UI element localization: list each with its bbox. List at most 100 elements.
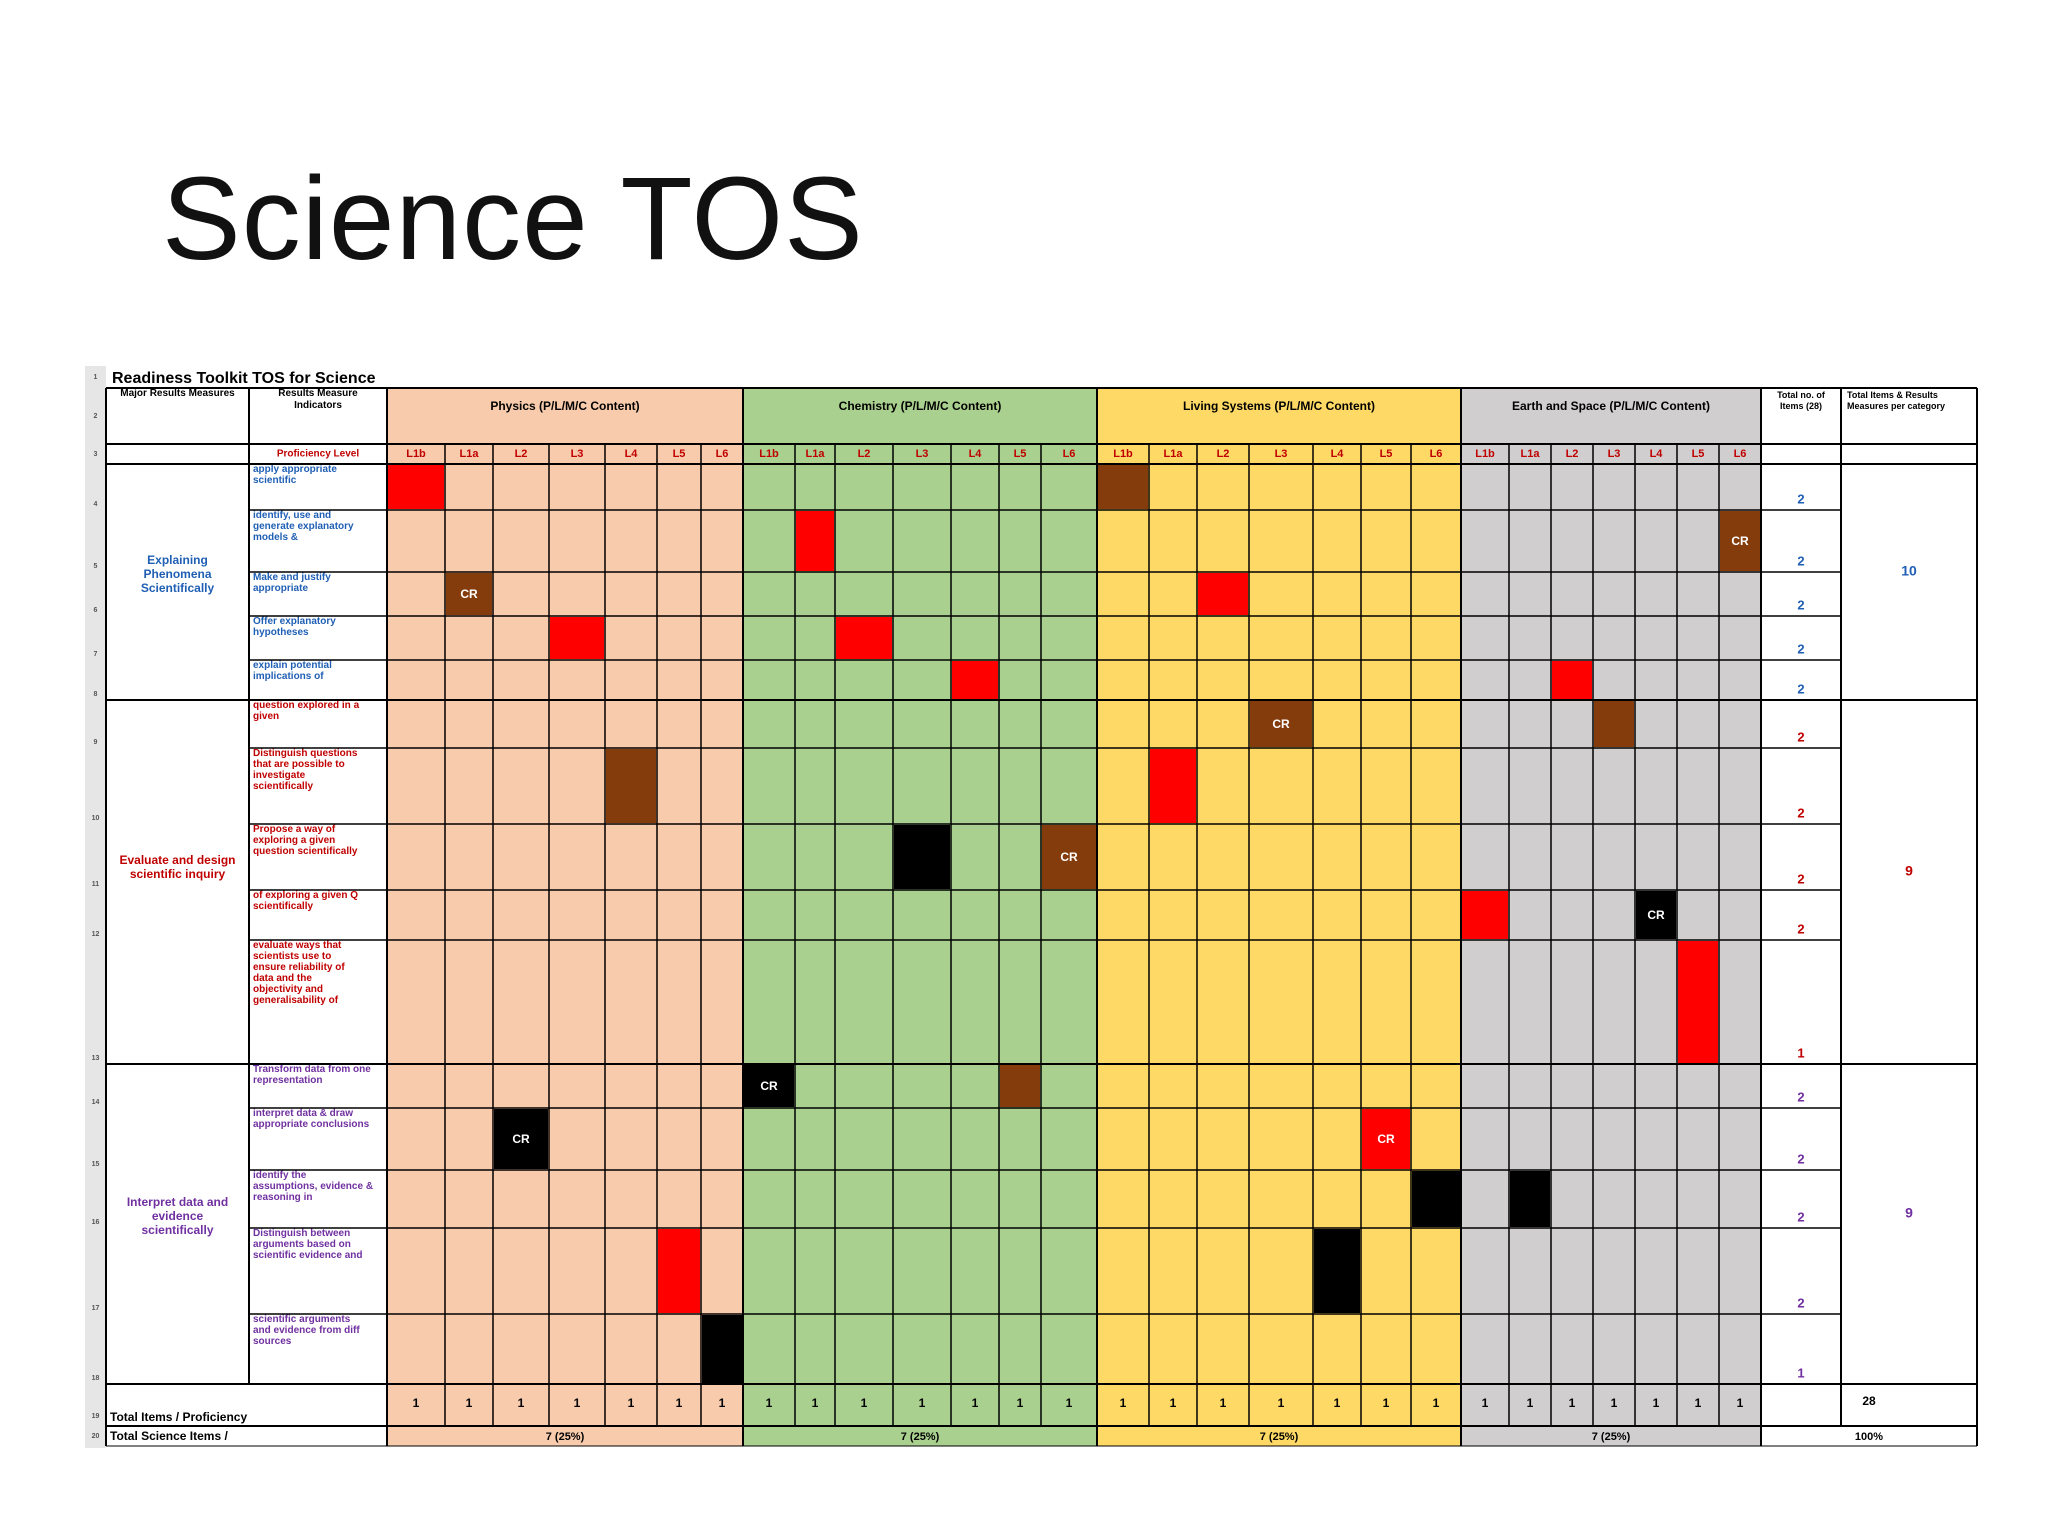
level-header: L3 <box>1608 448 1621 460</box>
row-number: 19 <box>92 1413 100 1420</box>
row-number: 17 <box>92 1305 100 1312</box>
header-domain-1: Chemistry (P/L/M/C Content) <box>839 399 1002 413</box>
indicator-item-count: 1 <box>1797 1365 1804 1380</box>
level-header: L3 <box>571 448 584 460</box>
per-level-total: 1 <box>1653 1396 1660 1410</box>
per-level-total: 1 <box>1433 1396 1440 1410</box>
domain-band-total <box>1097 1426 1461 1446</box>
cr-label: CR <box>760 1079 778 1093</box>
indicator-text: identify the assumptions, evidence & reaso… <box>253 1170 373 1203</box>
indicator-item-count: 2 <box>1797 871 1804 886</box>
indicator-item-count: 2 <box>1797 1295 1804 1310</box>
per-level-total: 1 <box>1170 1396 1177 1410</box>
level-header: L3 <box>1275 448 1288 460</box>
level-header: L6 <box>1430 448 1443 460</box>
per-level-total: 1 <box>972 1396 979 1410</box>
row-number: 20 <box>92 1433 100 1440</box>
item-mark-black <box>1314 1229 1360 1313</box>
level-header: L4 <box>625 448 639 460</box>
level-header: L4 <box>969 448 983 460</box>
indicator-text: interpret data & draw appropriate conclus… <box>253 1108 370 1130</box>
indicator-text: evaluate ways that scientists use to ensur… <box>253 940 345 1006</box>
domain-pct: 7 (25%) <box>546 1431 585 1443</box>
item-mark-red <box>836 617 892 659</box>
proficiency-level-label: Proficiency Level <box>277 449 359 460</box>
cr-label: CR <box>1731 534 1749 548</box>
indicator-text: apply appropriate scientific <box>253 464 337 486</box>
item-mark-black <box>744 1065 794 1107</box>
level-header: L1a <box>1521 448 1541 460</box>
level-header: L1b <box>406 448 426 460</box>
domain-band-total <box>743 1426 1097 1446</box>
per-level-total: 1 <box>518 1396 525 1410</box>
row-number: 1 <box>94 374 98 381</box>
item-mark-red <box>550 617 604 659</box>
item-mark-red <box>1198 573 1248 615</box>
item-mark-red <box>1462 891 1508 939</box>
item-mark-black <box>702 1315 742 1383</box>
header-domain-3: Earth and Space (P/L/M/C Content) <box>1512 399 1710 413</box>
row-number: 8 <box>94 691 98 698</box>
cr-label: CR <box>1647 908 1665 922</box>
indicator-text: identify, use and generate explanatory mod… <box>253 510 354 543</box>
row-number: 13 <box>92 1055 100 1062</box>
indicator-item-count: 2 <box>1797 681 1804 696</box>
per-level-total: 1 <box>1066 1396 1073 1410</box>
item-mark-red <box>796 511 834 571</box>
item-mark-red <box>1362 1109 1410 1169</box>
row-number: 9 <box>94 739 98 746</box>
per-level-total: 1 <box>1695 1396 1702 1410</box>
indicator-item-count: 2 <box>1797 729 1804 744</box>
results-group-name: Evaluate and design scientific inquiry <box>119 853 235 881</box>
row-number: 3 <box>94 451 98 458</box>
results-group-name: Explaining Phenomena Scientifically <box>141 553 215 595</box>
level-header: L4 <box>1650 448 1664 460</box>
per-level-total: 1 <box>719 1396 726 1410</box>
indicator-item-count: 2 <box>1797 491 1804 506</box>
item-mark-brown <box>1250 701 1312 747</box>
level-header: L1a <box>1164 448 1184 460</box>
per-level-total: 1 <box>413 1396 420 1410</box>
indicator-item-count: 2 <box>1797 921 1804 936</box>
item-mark-red <box>1678 941 1718 1063</box>
per-level-total: 1 <box>466 1396 473 1410</box>
cr-label: CR <box>1272 717 1290 731</box>
indicator-text: Distinguish between arguments based on sci… <box>253 1228 363 1261</box>
cr-label: CR <box>1377 1132 1395 1146</box>
group-total: 10 <box>1901 563 1917 579</box>
level-header: L3 <box>916 448 929 460</box>
level-header: L2 <box>858 448 871 460</box>
indicator-text: question explored in a given <box>253 700 360 722</box>
row-number: 10 <box>92 815 100 822</box>
per-level-total: 1 <box>861 1396 868 1410</box>
row-number: 14 <box>92 1099 100 1106</box>
item-mark-red <box>1552 661 1592 699</box>
tos-spreadsheet: Readiness Toolkit TOS for Science Major R… <box>85 366 1987 1468</box>
indicator-item-count: 2 <box>1797 553 1804 568</box>
overall-pct: 100% <box>1855 1431 1883 1443</box>
total-science-label: Total Science Items / <box>110 1429 228 1443</box>
total-proficiency-label: Total Items / Proficiency <box>110 1410 247 1424</box>
item-mark-brown <box>1098 465 1148 509</box>
item-mark-brown <box>1594 701 1634 747</box>
group-total: 9 <box>1905 863 1913 879</box>
cr-label: CR <box>512 1132 530 1146</box>
indicator-text: Propose a way of exploring a given questio… <box>253 824 358 857</box>
cr-label: CR <box>460 587 478 601</box>
item-mark-brown <box>1000 1065 1040 1107</box>
per-level-total: 1 <box>766 1396 773 1410</box>
results-group-name: Interpret data and evidence scientifically <box>127 1195 228 1237</box>
header-domain-0: Physics (P/L/M/C Content) <box>490 399 639 413</box>
item-mark-black <box>1510 1171 1550 1227</box>
per-level-total: 1 <box>1611 1396 1618 1410</box>
item-mark-black <box>1412 1171 1460 1227</box>
row-number: 4 <box>94 501 98 508</box>
level-header: L6 <box>716 448 729 460</box>
level-header: L2 <box>1217 448 1230 460</box>
indicator-text: Distinguish questions that are possible t… <box>253 748 358 792</box>
row-number: 16 <box>92 1219 100 1226</box>
indicator-item-count: 2 <box>1797 805 1804 820</box>
per-level-total: 1 <box>1569 1396 1576 1410</box>
